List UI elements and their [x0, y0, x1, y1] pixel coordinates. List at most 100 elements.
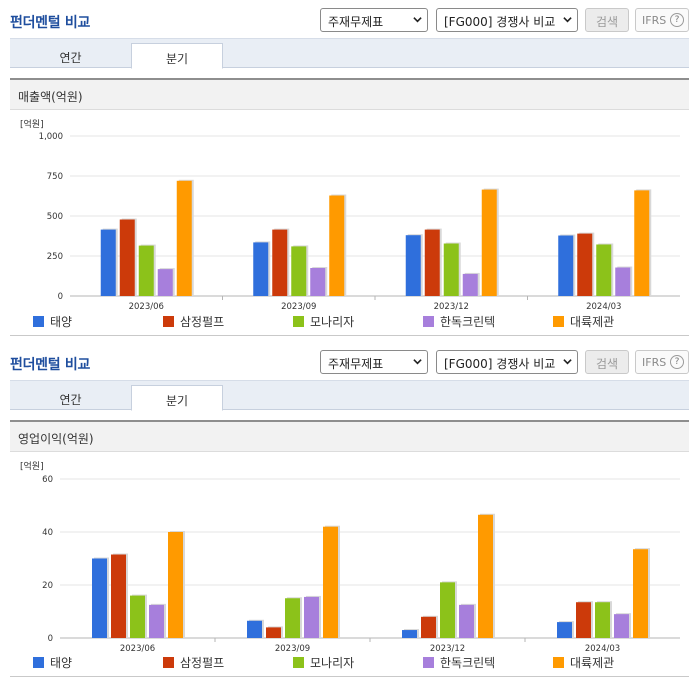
- bar-1-0[interactable]: [119, 219, 135, 296]
- legend-label: 삼정펄프: [180, 315, 225, 329]
- bar-1-1[interactable]: [272, 229, 288, 296]
- y-tick-label: 500: [47, 212, 63, 222]
- y-tick-label: 20: [42, 581, 53, 591]
- tab-annual[interactable]: 연간: [59, 393, 82, 407]
- y-tick-label: 250: [47, 252, 63, 262]
- bar-4-2[interactable]: [478, 514, 493, 638]
- bar-3-2[interactable]: [462, 273, 478, 296]
- bar-0-0[interactable]: [100, 229, 116, 296]
- period-tabs: 연간 분기: [10, 380, 689, 411]
- legend-swatch: [293, 316, 304, 327]
- bar-2-0[interactable]: [138, 245, 154, 296]
- bar-1-3[interactable]: [576, 602, 591, 638]
- legend-item[interactable]: 모나리자: [293, 313, 354, 330]
- bar-1-2[interactable]: [421, 616, 436, 638]
- bar-3-1[interactable]: [310, 268, 326, 296]
- chart-legend: 태양 삼정펄프 모나리자 한독크린텍 대륙제관: [0, 313, 696, 329]
- bar-1-2[interactable]: [424, 229, 440, 296]
- statement-select[interactable]: 주재무제표: [320, 8, 428, 32]
- legend-item[interactable]: 대륙제관: [553, 654, 614, 671]
- tab-quarterly[interactable]: 분기: [131, 385, 223, 411]
- bar-0-2[interactable]: [405, 235, 421, 296]
- bar-4-1[interactable]: [323, 526, 338, 638]
- bar-0-1[interactable]: [247, 620, 262, 638]
- legend-item[interactable]: 태양: [33, 654, 72, 671]
- legend-label: 대륙제관: [570, 315, 615, 329]
- bar-2-2[interactable]: [443, 243, 459, 296]
- bar-3-0[interactable]: [157, 269, 173, 296]
- legend-item[interactable]: 태양: [33, 313, 72, 330]
- bar-2-1[interactable]: [291, 246, 307, 296]
- legend-item[interactable]: 모나리자: [293, 654, 354, 671]
- legend-item[interactable]: 한독크린텍: [423, 654, 495, 671]
- x-tick-label: 2024/03: [586, 302, 621, 312]
- statement-select[interactable]: 주재무제표: [320, 350, 428, 374]
- y-tick-label: 60: [42, 475, 53, 485]
- divider: [10, 676, 689, 677]
- bar-2-3[interactable]: [595, 602, 610, 638]
- tab-annual[interactable]: 연간: [59, 51, 82, 65]
- sales-bar-chart: 0 250 500 750 1,000 2023/06 2023/09 2023/12 2024…: [39, 132, 680, 312]
- unit-label: [억원]: [20, 120, 44, 130]
- bar-0-3[interactable]: [558, 235, 574, 296]
- search-button[interactable]: 검색: [585, 350, 629, 374]
- legend-label: 한독크린텍: [440, 656, 496, 670]
- y-tick-label: 0: [48, 634, 53, 644]
- legend-item[interactable]: 삼정펄프: [163, 654, 224, 671]
- chevron-down-icon: [413, 359, 422, 365]
- ifrs-label: IFRS: [642, 14, 667, 27]
- x-tick-label: 2023/09: [275, 644, 310, 654]
- fundamental-compare-panel-sales: 펀더멘털 비교 주재무제표 [FG000] 경쟁사 비교 검색 IFRS ? 연…: [0, 8, 696, 336]
- bar-3-0[interactable]: [149, 604, 164, 638]
- peer-group-select[interactable]: [FG000] 경쟁사 비교: [436, 8, 578, 32]
- legend-label: 모나리자: [310, 656, 355, 670]
- legend-item[interactable]: 대륙제관: [553, 313, 614, 330]
- chevron-down-icon: [563, 17, 572, 23]
- x-tick-label: 2023/12: [434, 302, 469, 312]
- y-tick-label: 750: [47, 172, 63, 182]
- bar-3-2[interactable]: [459, 604, 474, 638]
- unit-label: [억원]: [20, 462, 44, 472]
- legend-swatch: [423, 657, 434, 668]
- ifrs-button[interactable]: IFRS ?: [635, 8, 689, 32]
- legend-swatch: [553, 657, 564, 668]
- bar-0-1[interactable]: [253, 242, 269, 296]
- x-tick-label: 2024/03: [585, 644, 620, 654]
- help-icon: ?: [670, 13, 684, 27]
- bar-4-3[interactable]: [634, 190, 650, 296]
- bar-4-3[interactable]: [633, 549, 648, 638]
- legend-item[interactable]: 삼정펄프: [163, 313, 224, 330]
- x-tick-label: 2023/06: [129, 302, 164, 312]
- search-button[interactable]: 검색: [585, 8, 629, 32]
- legend-label: 삼정펄프: [180, 656, 225, 670]
- peer-group-select[interactable]: [FG000] 경쟁사 비교: [436, 350, 578, 374]
- bar-2-2[interactable]: [440, 582, 455, 638]
- bar-4-1[interactable]: [329, 195, 345, 296]
- bar-0-3[interactable]: [557, 622, 572, 638]
- bar-4-2[interactable]: [481, 189, 497, 296]
- bar-3-1[interactable]: [304, 596, 319, 638]
- bar-2-1[interactable]: [285, 598, 300, 638]
- legend-item[interactable]: 한독크린텍: [423, 313, 495, 330]
- bar-4-0[interactable]: [176, 180, 192, 296]
- bar-3-3[interactable]: [615, 267, 631, 296]
- bar-1-0[interactable]: [111, 554, 126, 638]
- help-icon: ?: [670, 355, 684, 369]
- bar-1-1[interactable]: [266, 627, 281, 638]
- bar-1-3[interactable]: [577, 233, 593, 296]
- ifrs-label: IFRS: [642, 356, 667, 369]
- tab-quarterly[interactable]: 분기: [131, 43, 223, 69]
- bar-2-3[interactable]: [596, 244, 612, 296]
- bar-0-0[interactable]: [92, 558, 107, 639]
- bar-0-2[interactable]: [402, 630, 417, 638]
- x-tick-label: 2023/12: [430, 644, 465, 654]
- y-tick-label: 40: [42, 528, 53, 538]
- fundamental-compare-panel-operating-profit: 펀더멘털 비교 주재무제표 [FG000] 경쟁사 비교 검색 IFRS ? 연…: [0, 342, 696, 684]
- bar-2-0[interactable]: [130, 595, 145, 638]
- bar-4-0[interactable]: [168, 532, 183, 638]
- ifrs-button[interactable]: IFRS ?: [635, 350, 689, 374]
- bar-3-3[interactable]: [614, 614, 629, 638]
- chart-legend: 태양 삼정펄프 모나리자 한독크린텍 대륙제관: [0, 654, 696, 670]
- y-tick-label: 1,000: [39, 132, 63, 142]
- legend-label: 태양: [50, 656, 73, 670]
